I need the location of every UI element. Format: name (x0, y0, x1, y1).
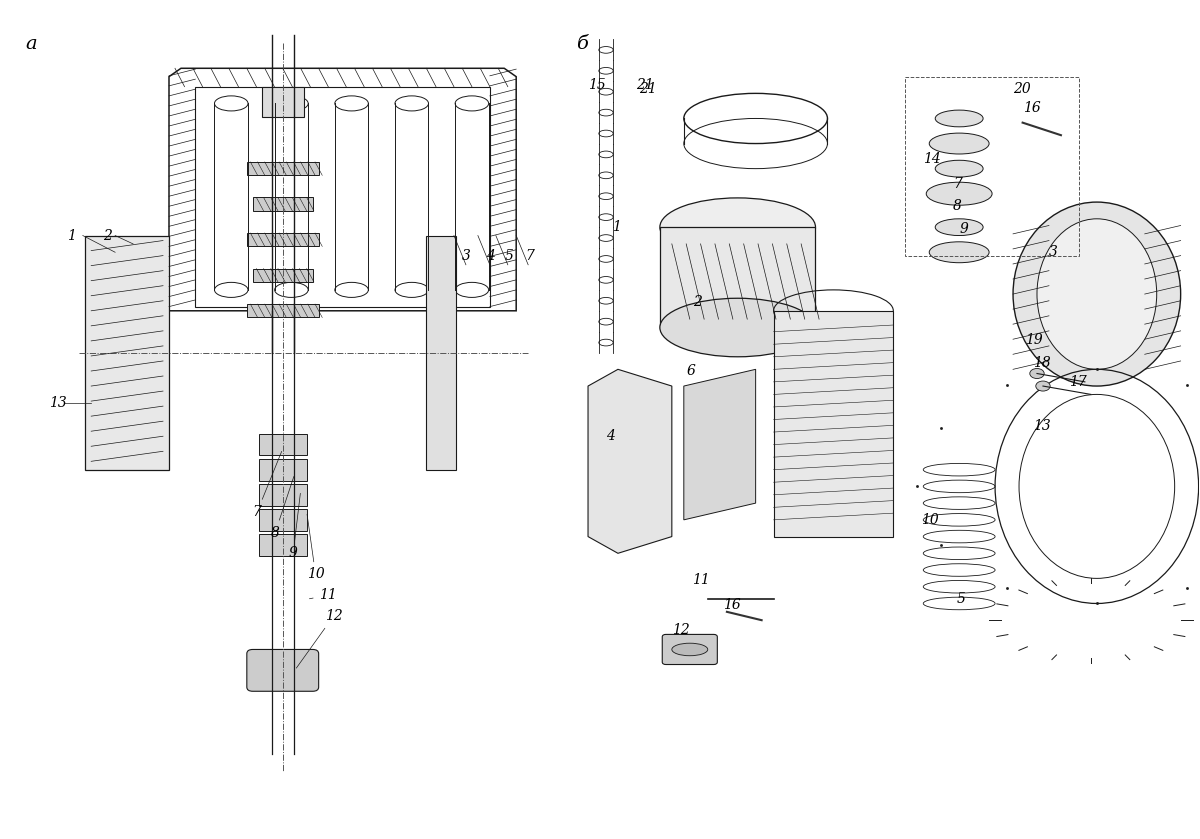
Text: 10: 10 (307, 514, 324, 581)
Ellipse shape (935, 110, 983, 127)
Text: 2: 2 (103, 228, 112, 242)
Text: 7: 7 (253, 451, 282, 519)
Text: 8: 8 (953, 200, 962, 213)
Text: 16: 16 (1022, 102, 1040, 116)
Text: 12: 12 (296, 609, 342, 668)
Text: 7: 7 (526, 249, 535, 263)
Polygon shape (259, 534, 307, 555)
Text: 21: 21 (640, 82, 658, 96)
Text: 21: 21 (636, 78, 654, 92)
FancyBboxPatch shape (247, 649, 319, 691)
Polygon shape (259, 484, 307, 506)
Circle shape (1036, 381, 1050, 391)
Text: 20: 20 (1013, 82, 1031, 96)
Text: 3: 3 (462, 249, 472, 263)
Polygon shape (247, 304, 319, 317)
Text: 7: 7 (953, 177, 962, 190)
Text: б: б (576, 35, 588, 53)
Ellipse shape (935, 219, 983, 236)
Text: 9: 9 (289, 493, 300, 560)
Text: 3: 3 (1049, 245, 1058, 259)
Text: 14: 14 (923, 152, 941, 165)
Ellipse shape (660, 298, 816, 357)
Polygon shape (259, 459, 307, 481)
Polygon shape (259, 434, 307, 456)
Text: 19: 19 (1025, 333, 1043, 347)
Text: 2: 2 (694, 295, 702, 310)
Polygon shape (588, 369, 672, 553)
Ellipse shape (926, 182, 992, 206)
Polygon shape (684, 369, 756, 520)
Polygon shape (660, 227, 816, 327)
Text: 8: 8 (271, 477, 294, 539)
Ellipse shape (935, 160, 983, 177)
Text: 10: 10 (920, 513, 938, 527)
Polygon shape (253, 268, 313, 282)
Polygon shape (247, 162, 319, 175)
Polygon shape (426, 236, 456, 470)
Polygon shape (253, 197, 313, 211)
Text: 17: 17 (1069, 375, 1087, 388)
FancyBboxPatch shape (662, 634, 718, 664)
Text: 16: 16 (724, 598, 742, 612)
Text: 13: 13 (49, 396, 67, 409)
Ellipse shape (1013, 202, 1181, 386)
Ellipse shape (672, 644, 708, 656)
Polygon shape (262, 86, 304, 117)
Polygon shape (259, 509, 307, 531)
Ellipse shape (660, 198, 816, 257)
Text: 11: 11 (310, 588, 336, 602)
Text: 12: 12 (672, 623, 690, 638)
Ellipse shape (929, 242, 989, 263)
Circle shape (1030, 368, 1044, 378)
Text: 11: 11 (692, 573, 710, 587)
Text: 4: 4 (486, 249, 496, 263)
Text: 1: 1 (612, 220, 620, 234)
Polygon shape (774, 310, 893, 537)
Text: 9: 9 (959, 221, 968, 236)
Ellipse shape (1037, 219, 1157, 369)
Text: 4: 4 (606, 430, 614, 443)
Text: 13: 13 (1033, 420, 1051, 433)
Text: 18: 18 (1033, 356, 1051, 370)
Text: 5: 5 (504, 249, 514, 263)
Text: 6: 6 (686, 364, 695, 378)
Polygon shape (85, 236, 169, 470)
Ellipse shape (929, 133, 989, 154)
Text: a: a (25, 35, 37, 53)
Polygon shape (247, 233, 319, 247)
Text: 1: 1 (67, 228, 76, 242)
Text: 5: 5 (956, 592, 966, 607)
Text: 15: 15 (588, 78, 606, 92)
